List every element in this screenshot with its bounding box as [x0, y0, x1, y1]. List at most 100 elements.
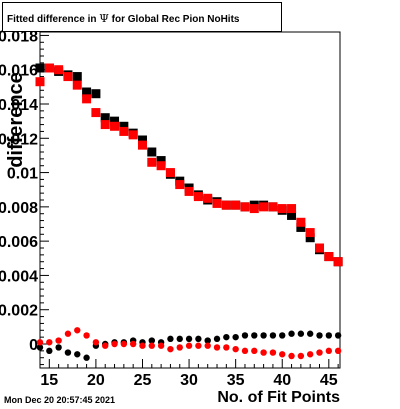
square-point: [324, 252, 334, 262]
circle-point: [74, 351, 81, 358]
square-point: [212, 198, 222, 208]
y-tick-label: 0.006: [0, 234, 38, 251]
circle-point: [55, 337, 62, 344]
square-point: [305, 228, 315, 238]
circle-point: [269, 349, 277, 356]
circle-point: [102, 342, 109, 349]
circle-point: [83, 332, 90, 339]
square-point: [333, 257, 343, 267]
circle-point: [232, 333, 239, 341]
circle-point: [185, 342, 193, 349]
square-point: [137, 140, 147, 150]
plot-axes: 15 20 25 30 35 40 45 0 0.002 0.004 0.006 0.008 0.01 0…: [0, 28, 341, 389]
y-tick-label: 0.016: [0, 63, 38, 80]
square-point: [305, 233, 315, 243]
circle-point: [176, 344, 183, 351]
square-point: [231, 200, 241, 210]
y-tick-label: 0.004: [0, 268, 38, 285]
circle-point: [46, 339, 53, 346]
x-tick-label: 30: [180, 372, 198, 389]
square-point: [296, 222, 306, 232]
circle-point: [176, 335, 183, 343]
circle-point: [213, 335, 221, 343]
square-point: [249, 204, 259, 214]
square-point: [110, 121, 120, 131]
circle-point: [157, 342, 165, 349]
square-point: [165, 168, 175, 178]
square-point: [315, 243, 325, 253]
square-point: [72, 80, 82, 90]
circle-point: [64, 349, 72, 356]
square-point: [35, 63, 45, 73]
circle-point: [241, 347, 249, 355]
circle-point: [223, 333, 230, 341]
square-point: [156, 156, 166, 166]
square-point: [175, 180, 185, 190]
y-tick-label: 0.008: [0, 200, 38, 217]
circle-point: [74, 327, 81, 334]
data-marks: [35, 63, 343, 361]
square-point: [54, 65, 64, 75]
square-point: [296, 217, 306, 227]
chart-title: Fitted difference in Ψ for Global Rec Pi…: [7, 12, 239, 25]
circle-point: [185, 335, 193, 343]
circle-point: [306, 330, 314, 337]
circle-point: [139, 342, 146, 349]
circle-point: [334, 347, 342, 355]
circle-point: [111, 340, 118, 348]
circle-point: [167, 345, 174, 353]
circle-point: [204, 342, 211, 349]
square-point: [128, 130, 138, 140]
circle-point: [148, 337, 156, 344]
square-point: [44, 63, 54, 73]
title-suffix: for Global Rec Pion NoHits: [108, 14, 240, 25]
circle-point: [120, 340, 128, 348]
circle-point: [306, 351, 314, 358]
square-point: [287, 204, 297, 214]
square-point: [91, 89, 101, 99]
square-point: [91, 108, 101, 118]
series-4: [36, 327, 342, 360]
circle-point: [64, 330, 72, 337]
y-tick-label: 0.014: [0, 97, 38, 114]
square-point: [110, 116, 120, 126]
square-point: [240, 202, 250, 212]
circle-point: [288, 330, 295, 337]
circle-point: [46, 347, 53, 355]
square-point: [72, 72, 82, 82]
circle-point: [251, 332, 258, 339]
circle-point: [316, 349, 323, 356]
circle-point: [195, 335, 202, 343]
title-box: Fitted difference in Ψ for Global Rec Pi…: [2, 2, 282, 32]
series-1: [35, 63, 343, 267]
square-point: [259, 202, 269, 212]
y-tick-label: 0: [29, 337, 38, 354]
plot-frame: [39, 31, 341, 369]
x-tick-label: 20: [87, 372, 105, 389]
circle-point: [251, 347, 258, 355]
square-point: [100, 113, 110, 123]
circle-point: [36, 344, 44, 351]
square-point: [193, 192, 203, 202]
x-tick-label: 45: [320, 372, 338, 389]
square-point: [221, 200, 231, 210]
circle-point: [334, 332, 342, 339]
y-axis-label: difference: [5, 72, 27, 168]
circle-point: [36, 339, 44, 346]
circle-point: [269, 332, 277, 339]
y-tick-label: 0.01: [7, 166, 38, 183]
title-prefix: Fitted difference in: [7, 14, 100, 25]
circle-point: [232, 345, 239, 353]
x-tick-label: 40: [273, 372, 291, 389]
square-point: [147, 157, 157, 167]
square-point: [82, 94, 92, 104]
y-tick-label: 0.018: [0, 28, 38, 45]
circle-point: [195, 342, 202, 349]
square-point: [137, 135, 147, 145]
square-point: [147, 147, 157, 157]
timestamp: Mon Dec 20 20:57:45 2021: [4, 395, 116, 405]
y-tick-label: 0.002: [0, 303, 38, 320]
square-point: [82, 87, 92, 97]
square-point: [277, 204, 287, 214]
